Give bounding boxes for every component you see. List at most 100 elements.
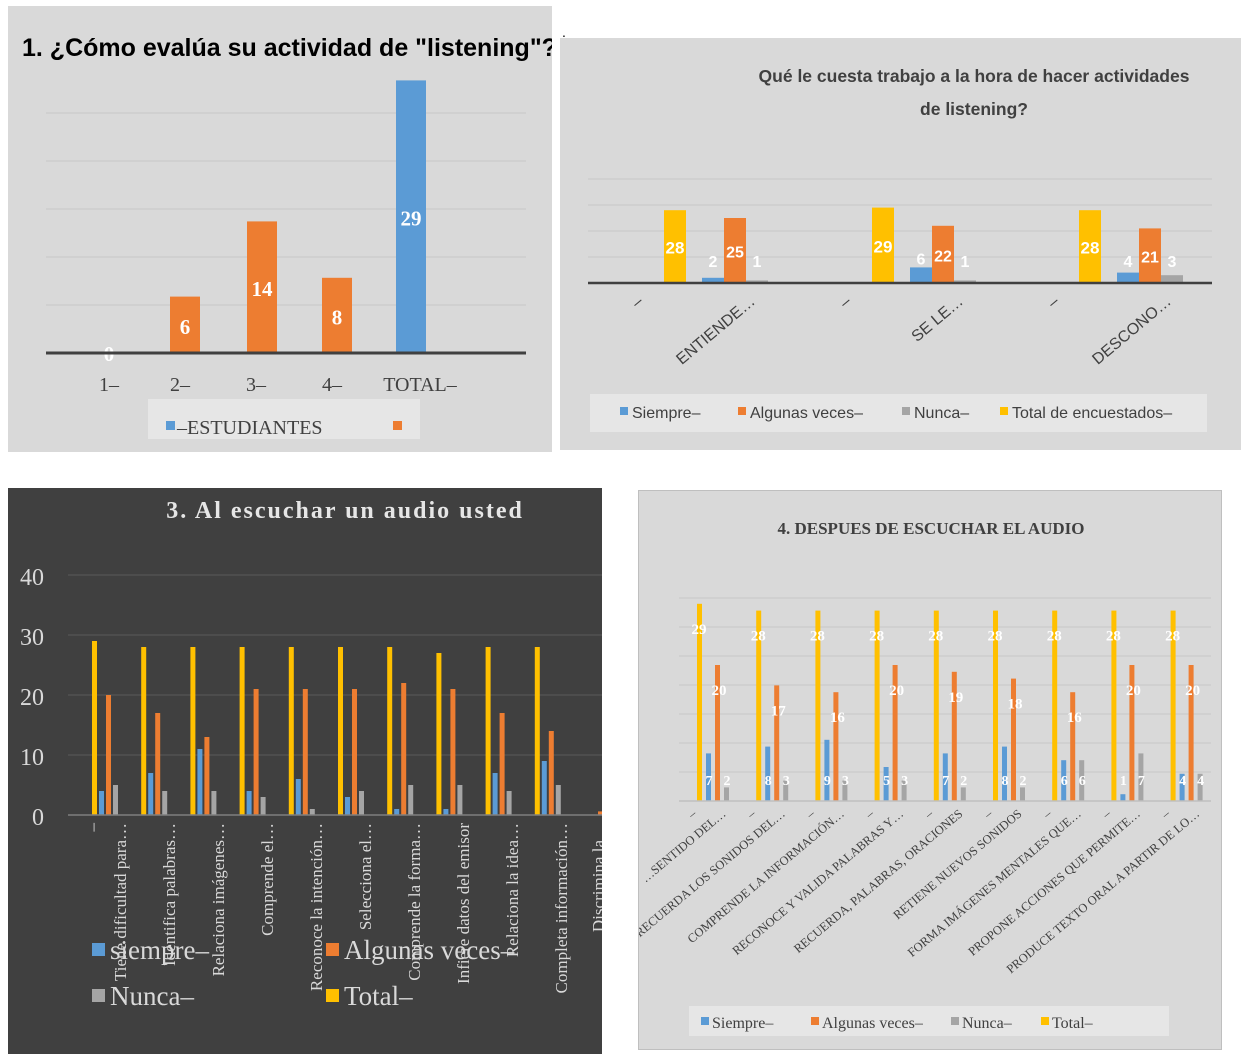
- chart-3-tick-label: Tiene dificultad para…: [111, 823, 130, 981]
- chart-2-bar: [1139, 228, 1161, 283]
- chart-3-bar: [541, 761, 547, 815]
- chart-1-legend-swatch: [166, 421, 175, 430]
- chart-4-bar: [765, 746, 771, 801]
- chart-2-bar: [1117, 272, 1139, 283]
- chart-3-bar: [99, 791, 104, 815]
- chart-3-bar: [499, 713, 505, 815]
- chart-3-tick-label: Relaciona imágenes…: [209, 823, 228, 976]
- chart-4-bar: [842, 780, 848, 801]
- chart-4-data-label: 4: [1179, 774, 1186, 789]
- chart-2-tick-label: –: [629, 293, 647, 312]
- chart-4-tick-label: –: [921, 806, 936, 822]
- chart-3-bar: [92, 641, 97, 815]
- chart-4-data-label: 4: [1197, 774, 1204, 789]
- chart-3-bar: [190, 647, 196, 815]
- chart-1-title: 1. ¿Cómo evalúa su actividad de "listeni…: [22, 34, 552, 62]
- chart-4-data-label: 28: [1047, 629, 1062, 645]
- chart-3-y-tick-label: 30: [20, 625, 44, 651]
- chart-1-legend-box: [148, 399, 420, 439]
- chart-3-legend-label: Nunca–: [110, 981, 194, 1011]
- chart-4-tick-label: –: [1099, 806, 1114, 822]
- chart-3-y-tick-label: 0: [32, 805, 44, 831]
- chart-4-data-label: 20: [1185, 683, 1200, 699]
- chart-3-bar: [359, 791, 364, 815]
- chart-4-bar: [824, 739, 830, 801]
- chart-2-tick-label: –: [837, 293, 855, 312]
- chart-4-data-label: 2: [1020, 774, 1027, 789]
- chart-4-bar: [1179, 773, 1185, 801]
- chart-4-bar: [783, 780, 789, 801]
- chart-4-bar: [697, 603, 702, 801]
- chart-3-bar: [394, 809, 400, 815]
- chart-2-title-line-2: de listening?: [920, 99, 1028, 119]
- chart-3-bar: [506, 791, 512, 815]
- chart-4-data-label: 20: [889, 683, 904, 699]
- chart-3-bar: [408, 785, 414, 815]
- chart-2-legend-box: [590, 394, 1207, 432]
- chart-3-legend-swatch: [326, 943, 339, 956]
- chart-4-bar: [715, 665, 720, 801]
- chart-2-bar-total: [664, 210, 686, 283]
- chart-3-bar: [204, 737, 210, 815]
- chart-3-tick-label: Comprende el…: [258, 823, 277, 936]
- chart-4-tick-label: –: [862, 806, 877, 822]
- chart-4-data-label: 28: [988, 629, 1003, 645]
- chart-2-legend-swatch: [620, 407, 628, 415]
- chart-4-legend-box: [689, 1006, 1169, 1036]
- chart-4-bar: [993, 610, 998, 801]
- chart-4-bar: [1020, 787, 1025, 801]
- chart-3-bar: [295, 779, 301, 815]
- chart-panel-2: Qué le cuesta trabajo a la hora de hacer…: [560, 38, 1241, 450]
- chart-4-data-label: 28: [1106, 629, 1121, 645]
- chart-3-bar: [113, 785, 118, 815]
- chart-2-tick-label: DESCONO…: [1089, 293, 1174, 368]
- chart-4-bar: [892, 665, 898, 801]
- chart-2-legend-label: Nunca–: [914, 405, 969, 422]
- chart-4-data-label: 16: [1067, 710, 1083, 726]
- chart-4-data-label: 1: [1120, 774, 1127, 789]
- chart-4-bar: [706, 753, 711, 801]
- chart-4-data-label: 28: [810, 629, 825, 645]
- chart-3-bar: [548, 731, 554, 815]
- chart-4-tick-label: –: [744, 806, 759, 822]
- chart-4-bar: [1070, 692, 1076, 801]
- chart-3-bar: [598, 811, 602, 815]
- chart-3-bar: [309, 809, 315, 815]
- chart-3-bar: [352, 689, 357, 815]
- chart-2-title-line-1: Qué le cuesta trabajo a la hora de hacer…: [759, 66, 1190, 86]
- chart-2-legend-label: Total de encuestados–: [1012, 405, 1172, 422]
- chart-3-bar: [555, 785, 561, 815]
- chart-4-tick-label: –: [980, 806, 995, 822]
- chart-2-data-label: 29: [874, 237, 893, 256]
- chart-2-bar: [932, 225, 954, 283]
- chart-3-bar: [162, 791, 168, 815]
- chart-3-legend-swatch: [92, 989, 105, 1002]
- chart-4-legend-label: Total–: [1052, 1015, 1094, 1032]
- chart-3-bar: [106, 695, 111, 815]
- chart-3-bar: [443, 809, 449, 815]
- chart-2-legend-label: Siempre–: [632, 405, 701, 422]
- chart-3-tick-label: Discrimina la…: [589, 823, 602, 932]
- chart-4-bar: [901, 780, 907, 801]
- chart-4-data-label: 29: [692, 622, 707, 638]
- chart-3-bar: [345, 797, 350, 815]
- chart-3-y-tick-label: 40: [20, 565, 44, 591]
- chart-4-bar: [1129, 665, 1135, 801]
- chart-4-legend-swatch: [951, 1017, 959, 1025]
- chart-4-title: 4. DESPUES DE ESCUCHAR EL AUDIO: [777, 519, 1084, 538]
- chart-1-tick-label: 3–: [246, 374, 267, 396]
- chart-4-data-label: 5: [883, 774, 890, 789]
- chart-4-bar: [1138, 753, 1144, 801]
- chart-2-legend-label: Algunas veces–: [750, 405, 863, 422]
- chart-3-tick-label: Selecciona el…: [356, 823, 375, 930]
- chart-1-tick-label: 2–: [170, 374, 191, 396]
- chart-2-bar: [954, 280, 976, 283]
- chart-3-bar: [302, 689, 308, 815]
- chart-panel-4: 4. DESPUES DE ESCUCHAR EL AUDIO 29 20 7 2 28…: [638, 490, 1222, 1050]
- chart-4-legend-swatch: [701, 1017, 709, 1025]
- chart-panel-3: 3. Al escuchar un audio usted 0 10 20 30 40 –…: [8, 488, 602, 1054]
- chart-1-data-label: 8: [332, 305, 343, 329]
- chart-3-legend-label: siempre–: [110, 935, 209, 965]
- chart-2-data-label: 2: [709, 254, 718, 271]
- chart-4-bar: [1120, 794, 1126, 801]
